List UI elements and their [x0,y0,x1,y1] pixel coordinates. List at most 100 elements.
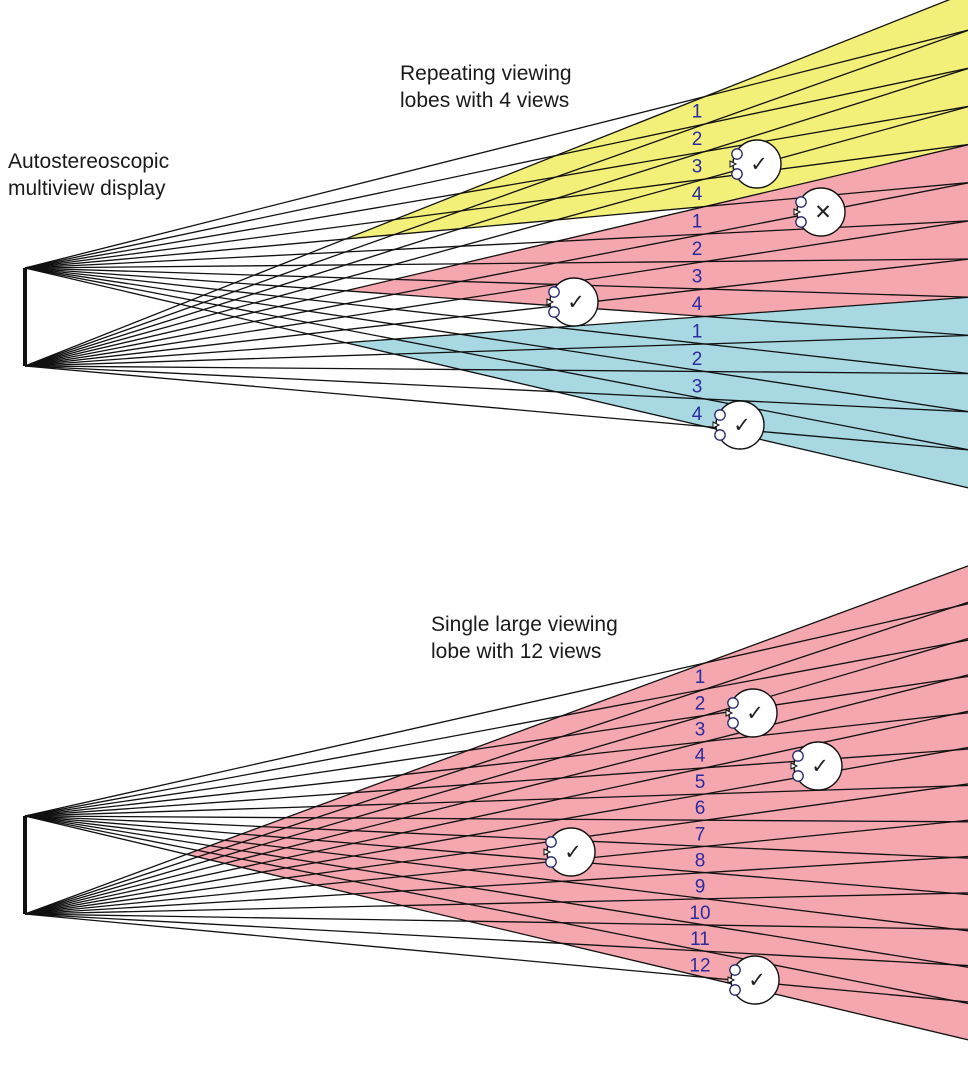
view-number-label: 3 [692,266,703,287]
check-mark-icon: ✓ [750,153,768,176]
light-ray [24,819,968,915]
viewer-eye-icon [729,984,741,996]
viewer-bad: ✕ [793,187,846,237]
viewer-ok: ✓ [546,277,599,327]
view-number-label: 4 [692,404,703,425]
light-ray [24,712,968,817]
light-ray [24,143,968,269]
light-ray [24,29,968,269]
light-ray [24,746,968,915]
check-mark-icon: ✓ [564,841,582,864]
light-ray [24,748,968,817]
light-ray [24,105,968,269]
light-ray [24,637,968,915]
view-number-label: 4 [692,184,703,205]
viewer-nose [725,709,734,717]
viewer-eye-icon [714,429,726,441]
light-ray [24,601,968,915]
viewer-eye-icon [731,168,743,180]
viewer-nose [729,160,738,168]
viewer-eye-icon [727,697,739,709]
check-mark-icon: ✓ [748,969,766,992]
view-number-label: 6 [695,798,706,819]
viewer-nose [543,848,552,856]
viewing-lobe [345,297,968,488]
light-ray [24,815,968,968]
check-mark-icon: ✓ [811,755,829,778]
viewer-ok: ✓ [543,827,596,877]
light-ray [24,855,968,915]
cross-mark-icon: ✕ [814,201,832,224]
view-number-label: 9 [695,877,706,898]
top-title-line2: lobes with 4 views [400,89,570,112]
light-ray [24,365,968,375]
light-ray [24,182,968,269]
light-ray [24,913,968,930]
view-number-label: 4 [692,294,703,315]
top-panel-repeating-lobes: 1 2 3 4 1 2 3 4 1 2 3 4 ✓ ✕ ✓ ✓ [23,0,968,489]
viewer-eye-icon [795,216,807,228]
view-number-label: 2 [692,239,703,260]
bottom-title-line2: lobe with 12 views [431,640,602,663]
viewer-nose [727,976,736,984]
light-ray [24,258,968,367]
light-ray [24,267,968,336]
light-ray [24,892,968,915]
view-number-label: 1 [692,321,703,342]
light-rays [24,0,968,489]
light-ray [24,365,968,451]
light-ray [24,220,968,367]
light-ray [24,913,968,967]
light-ray [24,296,968,367]
light-ray [24,267,968,298]
light-ray [24,815,968,1005]
viewing-lobe [186,565,968,1040]
viewer-ok: ✓ [712,400,765,450]
view-number-label: 4 [695,746,706,767]
viewer-eye-icon [727,717,739,729]
light-ray [24,365,968,413]
light-ray [24,815,968,823]
viewer-eye-icon [714,409,726,421]
top-panel-title: Repeating viewing lobes with 4 views [400,60,572,114]
viewer-nose [546,298,555,306]
viewer-eye-icon [729,964,741,976]
viewer-nose [712,421,721,429]
viewer-ok: ✓ [729,139,782,189]
check-mark-icon: ✓ [733,414,751,437]
viewer-eye-icon [731,148,743,160]
light-ray [24,267,968,413]
viewer-eye-icon [548,286,560,298]
view-number-label: 1 [692,101,703,122]
viewer-eye-icon [792,750,804,762]
display-caption: Autostereoscopic multiview display [8,148,169,202]
light-ray [24,639,968,817]
light-ray [24,675,968,817]
light-rays [24,565,968,1041]
light-ray [24,784,968,817]
viewer-eye-icon [548,306,560,318]
light-ray [24,67,968,367]
light-ray [24,603,968,817]
view-number-label: 2 [695,693,706,714]
viewing-lobe [345,0,968,240]
view-number-label: 12 [689,955,710,976]
light-ray [24,267,968,451]
light-ray [24,29,968,367]
light-ray [24,710,968,915]
view-number-label: 3 [695,720,706,741]
light-ray [24,913,968,1003]
light-ray [24,334,968,367]
viewer-eye-icon [795,196,807,208]
view-number-label: 11 [690,929,710,950]
light-ray [24,815,968,1041]
view-number-label: 8 [695,851,706,872]
light-ray [24,267,968,375]
display-caption-line2: multiview display [8,177,166,200]
display-caption-line1: Autostereoscopic [8,150,170,173]
light-ray [24,815,968,859]
light-ray [24,267,968,489]
view-number-label: 2 [692,349,703,370]
view-number-label: 2 [692,129,703,150]
